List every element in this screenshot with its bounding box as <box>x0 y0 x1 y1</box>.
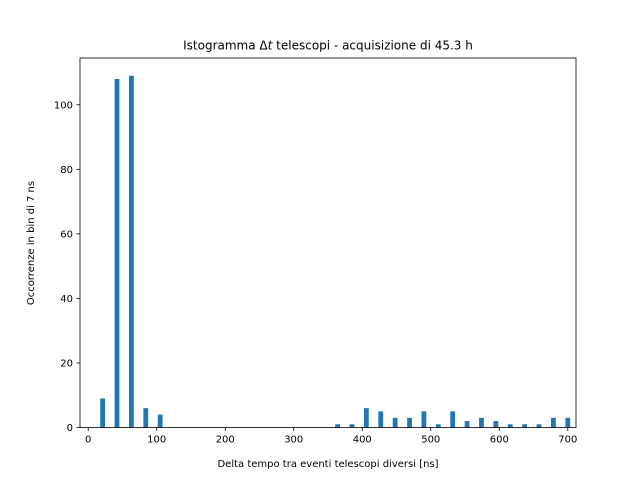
x-tick-label: 500 <box>421 435 440 446</box>
x-tick-label: 0 <box>85 435 91 446</box>
bar-448 <box>392 417 398 428</box>
bar-490 <box>421 411 427 428</box>
x-tick-label: 100 <box>147 435 166 446</box>
bars-group <box>100 75 571 428</box>
bar-658 <box>536 424 542 428</box>
bar-679 <box>550 417 556 428</box>
x-tick-label: 300 <box>284 435 303 446</box>
y-axis-ticks: 0 20 40 60 80 100 <box>54 100 80 434</box>
y-tick-label: 80 <box>60 165 73 176</box>
bar-511 <box>435 424 441 428</box>
x-axis-label: Delta tempo tra eventi telescopi diversi… <box>217 459 438 470</box>
y-axis-label: Occorrenze in bin di 7 ns <box>26 181 37 305</box>
x-tick-label: 600 <box>490 435 509 446</box>
bar-553 <box>464 421 470 428</box>
y-tick-label: 0 <box>67 423 73 434</box>
bar-105 <box>157 414 163 428</box>
y-tick-label: 60 <box>60 229 73 240</box>
bar-574 <box>479 417 484 428</box>
x-tick-label: 400 <box>353 435 372 446</box>
bar-364 <box>335 424 340 428</box>
y-tick-label: 40 <box>60 294 73 305</box>
bar-385 <box>349 424 355 428</box>
bar-84 <box>143 408 149 428</box>
bar-469 <box>407 417 412 428</box>
bar-616 <box>507 424 513 428</box>
bar-532 <box>450 411 456 428</box>
bar-595 <box>493 421 499 428</box>
bar-42 <box>114 78 120 428</box>
bar-21 <box>100 398 106 428</box>
plot-frame <box>79 57 577 428</box>
x-tick-label: 700 <box>558 435 577 446</box>
chart-title: Istogramma Δt telescopi - acquisizione d… <box>183 39 473 53</box>
bar-406 <box>363 408 369 428</box>
bar-700 <box>565 417 571 428</box>
y-tick-label: 20 <box>60 358 73 369</box>
x-tick-label: 200 <box>216 435 235 446</box>
bar-63 <box>128 75 134 428</box>
bar-637 <box>522 424 528 428</box>
y-tick-label: 100 <box>54 100 73 111</box>
bar-427 <box>378 411 384 428</box>
x-axis-ticks: 0 100 200 300 400 500 600 700 <box>85 427 577 446</box>
